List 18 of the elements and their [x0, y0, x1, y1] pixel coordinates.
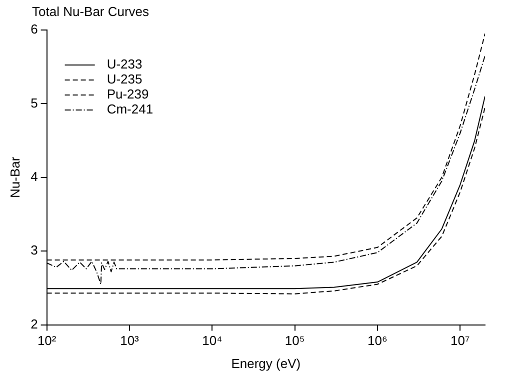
x-tick-label: 10⁶ [368, 333, 388, 348]
x-tick-label: 10⁵ [284, 333, 305, 348]
y-tick-label: 6 [30, 22, 38, 37]
x-tick-label: 10² [37, 333, 57, 348]
x-tick-label: 10³ [120, 333, 140, 348]
legend-label: Pu-239 [106, 86, 149, 102]
legend-label: U-233 [106, 56, 142, 72]
x-tick-label: 10⁷ [450, 333, 470, 348]
y-tick-label: 2 [30, 316, 38, 332]
x-tick-label: 10⁴ [202, 333, 222, 348]
legend-label: U-235 [106, 72, 142, 87]
x-axis-title: Energy (eV) [231, 356, 301, 371]
y-tick-label: 3 [30, 242, 38, 258]
y-axis-title: Nu-Bar [7, 156, 22, 198]
y-tick-label: 4 [30, 168, 38, 184]
legend-label: Cm-241 [106, 102, 154, 117]
chart-title: Total Nu-Bar Curves [32, 4, 150, 20]
y-tick-label: 5 [30, 95, 38, 110]
